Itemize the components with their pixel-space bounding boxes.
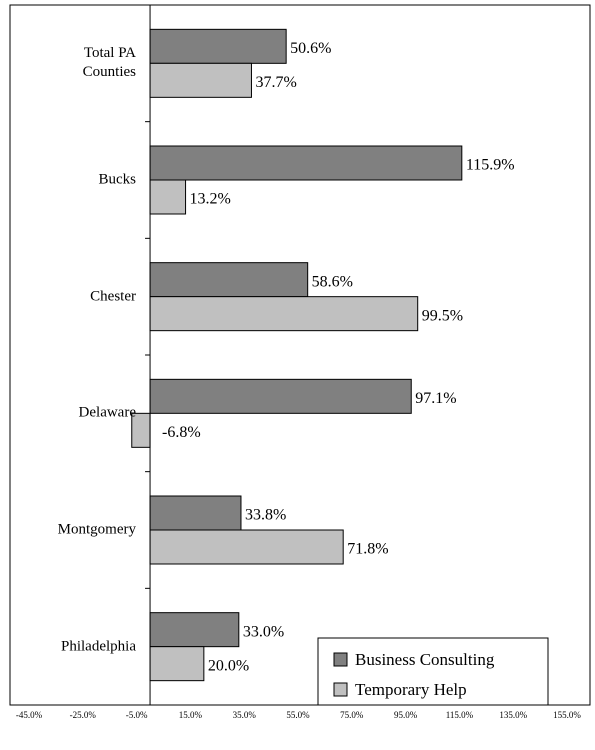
legend-swatch bbox=[333, 682, 348, 697]
category-label: Montgomery bbox=[57, 521, 136, 538]
value-label: 71.8% bbox=[347, 541, 388, 558]
bar bbox=[149, 296, 419, 332]
x-tick-label: 15.0% bbox=[179, 710, 203, 720]
category-label: Philadelphia bbox=[61, 638, 136, 655]
x-tick-label: 155.0% bbox=[553, 710, 581, 720]
bar bbox=[149, 62, 252, 98]
value-label: 37.7% bbox=[255, 74, 296, 91]
legend-label: Business Consulting bbox=[355, 650, 495, 669]
bar bbox=[149, 529, 344, 565]
value-label: 115.9% bbox=[466, 157, 515, 174]
value-label: 58.6% bbox=[312, 273, 353, 290]
legend-box bbox=[317, 637, 549, 706]
bar bbox=[149, 145, 463, 181]
value-label: 13.2% bbox=[190, 191, 231, 208]
value-label: 50.6% bbox=[290, 40, 331, 57]
x-tick-label: 135.0% bbox=[499, 710, 527, 720]
x-tick-label: -45.0% bbox=[16, 710, 43, 720]
value-label: 97.1% bbox=[415, 390, 456, 407]
x-tick-label: -25.0% bbox=[70, 710, 97, 720]
x-tick-label: 95.0% bbox=[394, 710, 418, 720]
x-tick-label: 35.0% bbox=[233, 710, 257, 720]
value-label: 20.0% bbox=[208, 657, 249, 674]
bar bbox=[149, 612, 240, 648]
plot-frame bbox=[9, 4, 591, 706]
category-label: Chester bbox=[90, 288, 136, 305]
value-label: -6.8% bbox=[162, 424, 201, 441]
value-label: 99.5% bbox=[422, 307, 463, 324]
category-label: Total PA Counties bbox=[82, 45, 136, 81]
bar bbox=[149, 495, 242, 531]
category-label: Bucks bbox=[98, 171, 137, 188]
x-tick-label: 75.0% bbox=[340, 710, 364, 720]
legend-label: Temporary Help bbox=[355, 680, 467, 699]
value-label: 33.0% bbox=[243, 623, 284, 640]
bar bbox=[149, 378, 412, 414]
bar bbox=[149, 28, 287, 64]
category-label: Delaware bbox=[78, 404, 136, 421]
x-tick-label: 115.0% bbox=[446, 710, 474, 720]
x-tick-label: -5.0% bbox=[126, 710, 148, 720]
value-label: 33.8% bbox=[245, 507, 286, 524]
legend-swatch bbox=[333, 652, 348, 667]
bar bbox=[149, 179, 187, 215]
x-tick-label: 55.0% bbox=[286, 710, 310, 720]
bar bbox=[149, 646, 205, 682]
bar bbox=[149, 262, 309, 298]
